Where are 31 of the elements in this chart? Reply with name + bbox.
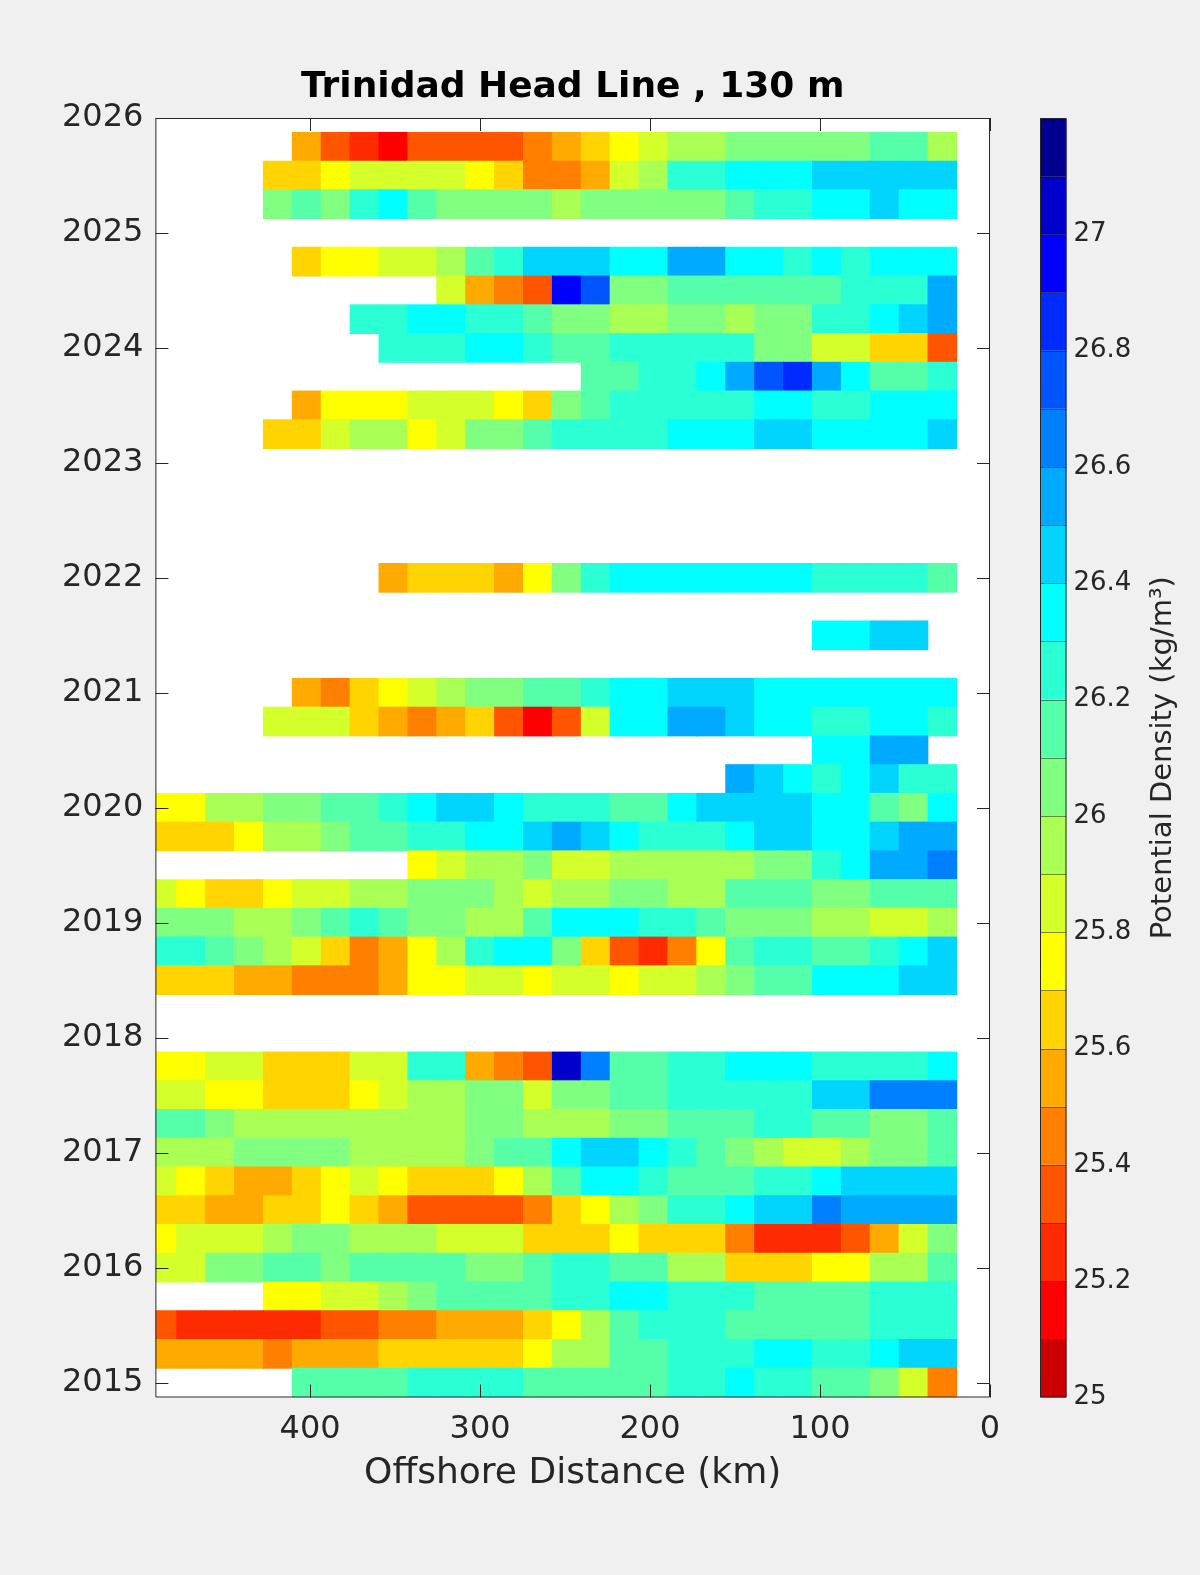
color-bar-label: 25.6 bbox=[1073, 1031, 1132, 1062]
color-bar-label: 26.8 bbox=[1073, 333, 1132, 364]
y-tick-label: 2026 bbox=[61, 96, 144, 135]
color-bar-label: 25 bbox=[1073, 1380, 1107, 1411]
color-bar-label: 26.4 bbox=[1073, 566, 1132, 597]
color-bar-label: 25.2 bbox=[1073, 1263, 1132, 1294]
x-tick-label: 200 bbox=[619, 1408, 681, 1447]
x-tick-label: 100 bbox=[789, 1408, 851, 1447]
y-tick-label: 2016 bbox=[61, 1245, 144, 1284]
y-tick-label: 2021 bbox=[61, 671, 144, 710]
color-bar-label: 25.8 bbox=[1073, 914, 1132, 945]
y-tick-label: 2018 bbox=[61, 1015, 144, 1054]
y-tick-label: 2019 bbox=[61, 901, 144, 940]
color-bar-label: 26.2 bbox=[1073, 682, 1132, 713]
y-tick-label: 2023 bbox=[61, 441, 144, 480]
x-tick-label: 0 bbox=[979, 1408, 1001, 1447]
color-bar-title: Potential Density (kg/m³) bbox=[1144, 576, 1179, 940]
color-bar-label: 26.6 bbox=[1073, 449, 1132, 480]
y-tick-label: 2025 bbox=[61, 211, 144, 250]
x-tick-label: 400 bbox=[279, 1408, 341, 1447]
y-tick-label: 2024 bbox=[61, 326, 144, 365]
y-tick-label: 2022 bbox=[61, 556, 144, 595]
x-tick-label: 300 bbox=[449, 1408, 511, 1447]
y-tick-label: 2020 bbox=[61, 786, 144, 825]
color-bar-label: 25.4 bbox=[1073, 1147, 1132, 1178]
color-bar-label: 27 bbox=[1073, 217, 1107, 248]
x-axis-title: Offshore Distance (km) bbox=[364, 1449, 782, 1491]
color-bar-label: 26 bbox=[1073, 798, 1107, 829]
chart-title: Trinidad Head Line , 130 m bbox=[300, 64, 845, 106]
y-tick-label: 2017 bbox=[61, 1130, 144, 1169]
y-tick-label: 2015 bbox=[61, 1360, 144, 1399]
